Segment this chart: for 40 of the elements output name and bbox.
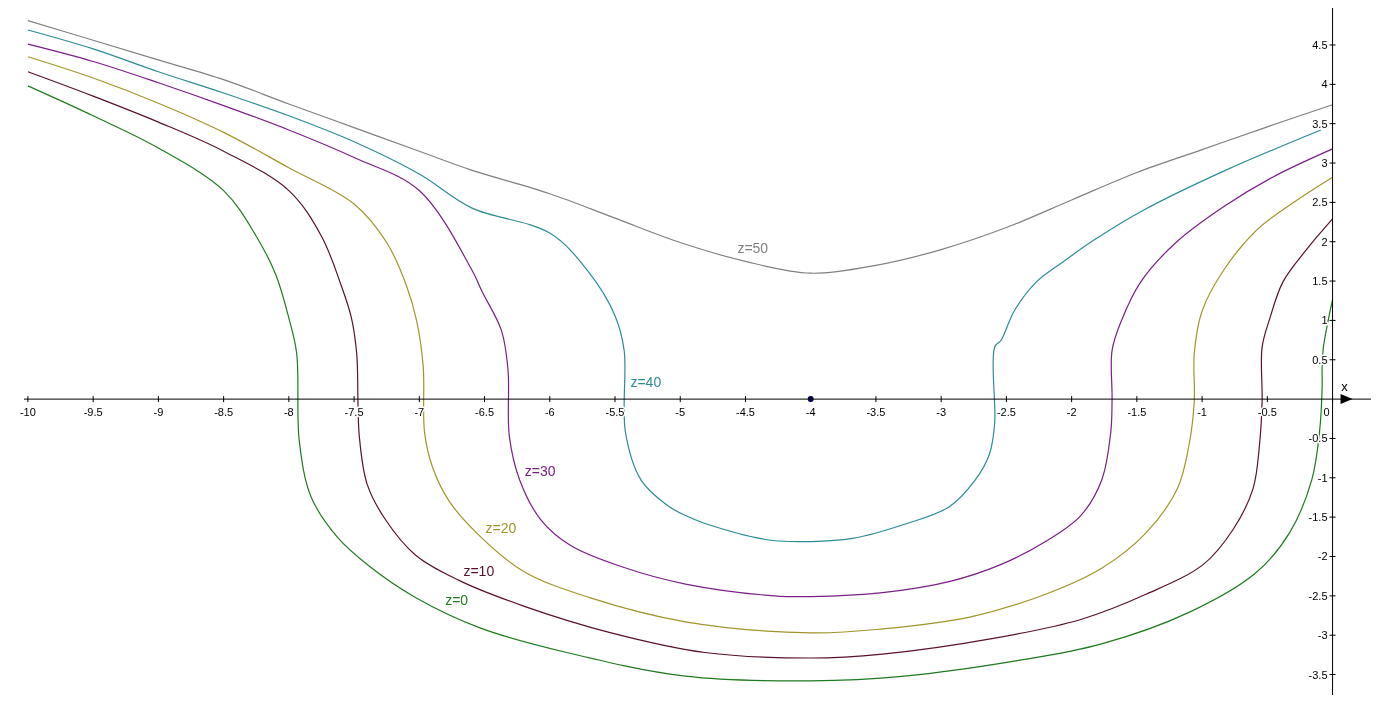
x-tick-label: -6.5	[475, 406, 495, 419]
y-tick-label: 3.5	[1312, 117, 1328, 130]
x-tick-label: -9	[153, 406, 164, 419]
annotation: z=20	[485, 519, 517, 536]
x-tick-label: -2.5	[996, 406, 1016, 419]
y-tick-label: -3.5	[1308, 668, 1328, 681]
annotation: z=40	[630, 374, 662, 391]
x-tick-label: -5.5	[605, 406, 625, 419]
y-tick-label: 3	[1321, 157, 1328, 170]
x-tick-label: -6	[544, 406, 555, 419]
y-tick-label: -1.5	[1308, 511, 1328, 524]
y-tick-label: -2.5	[1308, 589, 1328, 602]
x-tick-label: -10	[19, 406, 36, 419]
x-tick-label: -4	[805, 406, 816, 419]
x-tick-label: -5	[675, 406, 686, 419]
x-tick-label: -9.5	[83, 406, 103, 419]
annotation: z=50	[737, 240, 769, 257]
y-tick-label: -1	[1317, 471, 1328, 484]
x-tick-label: -3	[936, 406, 947, 419]
x-axis-title: x	[1341, 379, 1349, 395]
y-tick-label: 4	[1321, 78, 1328, 91]
x-tick-label: -1.5	[1127, 406, 1147, 419]
x-tick-label: -2	[1066, 406, 1077, 419]
y-tick-label: 2	[1321, 235, 1328, 248]
line-series	[27, 19, 1334, 274]
x-tick-label: -8.5	[214, 406, 234, 419]
y-tick-label: -2	[1317, 550, 1328, 563]
annotation: z=30	[524, 463, 556, 480]
x-tick-label: -8	[283, 406, 294, 419]
y-tick-label: 4.5	[1312, 38, 1328, 51]
x-tick-label: -1	[1197, 406, 1207, 419]
x-tick-label: -4.5	[735, 406, 755, 419]
y-tick-label: 1.5	[1312, 275, 1328, 288]
x-tick-label: -3.5	[866, 406, 886, 419]
y-tick-label: -3	[1317, 629, 1328, 642]
y-tick-label: 2.5	[1312, 196, 1328, 209]
annotation: z=0	[445, 592, 469, 609]
x-tick-label: 0	[1323, 406, 1330, 419]
y-tick-label: 1	[1321, 314, 1328, 327]
annotation: z=10	[463, 563, 495, 580]
